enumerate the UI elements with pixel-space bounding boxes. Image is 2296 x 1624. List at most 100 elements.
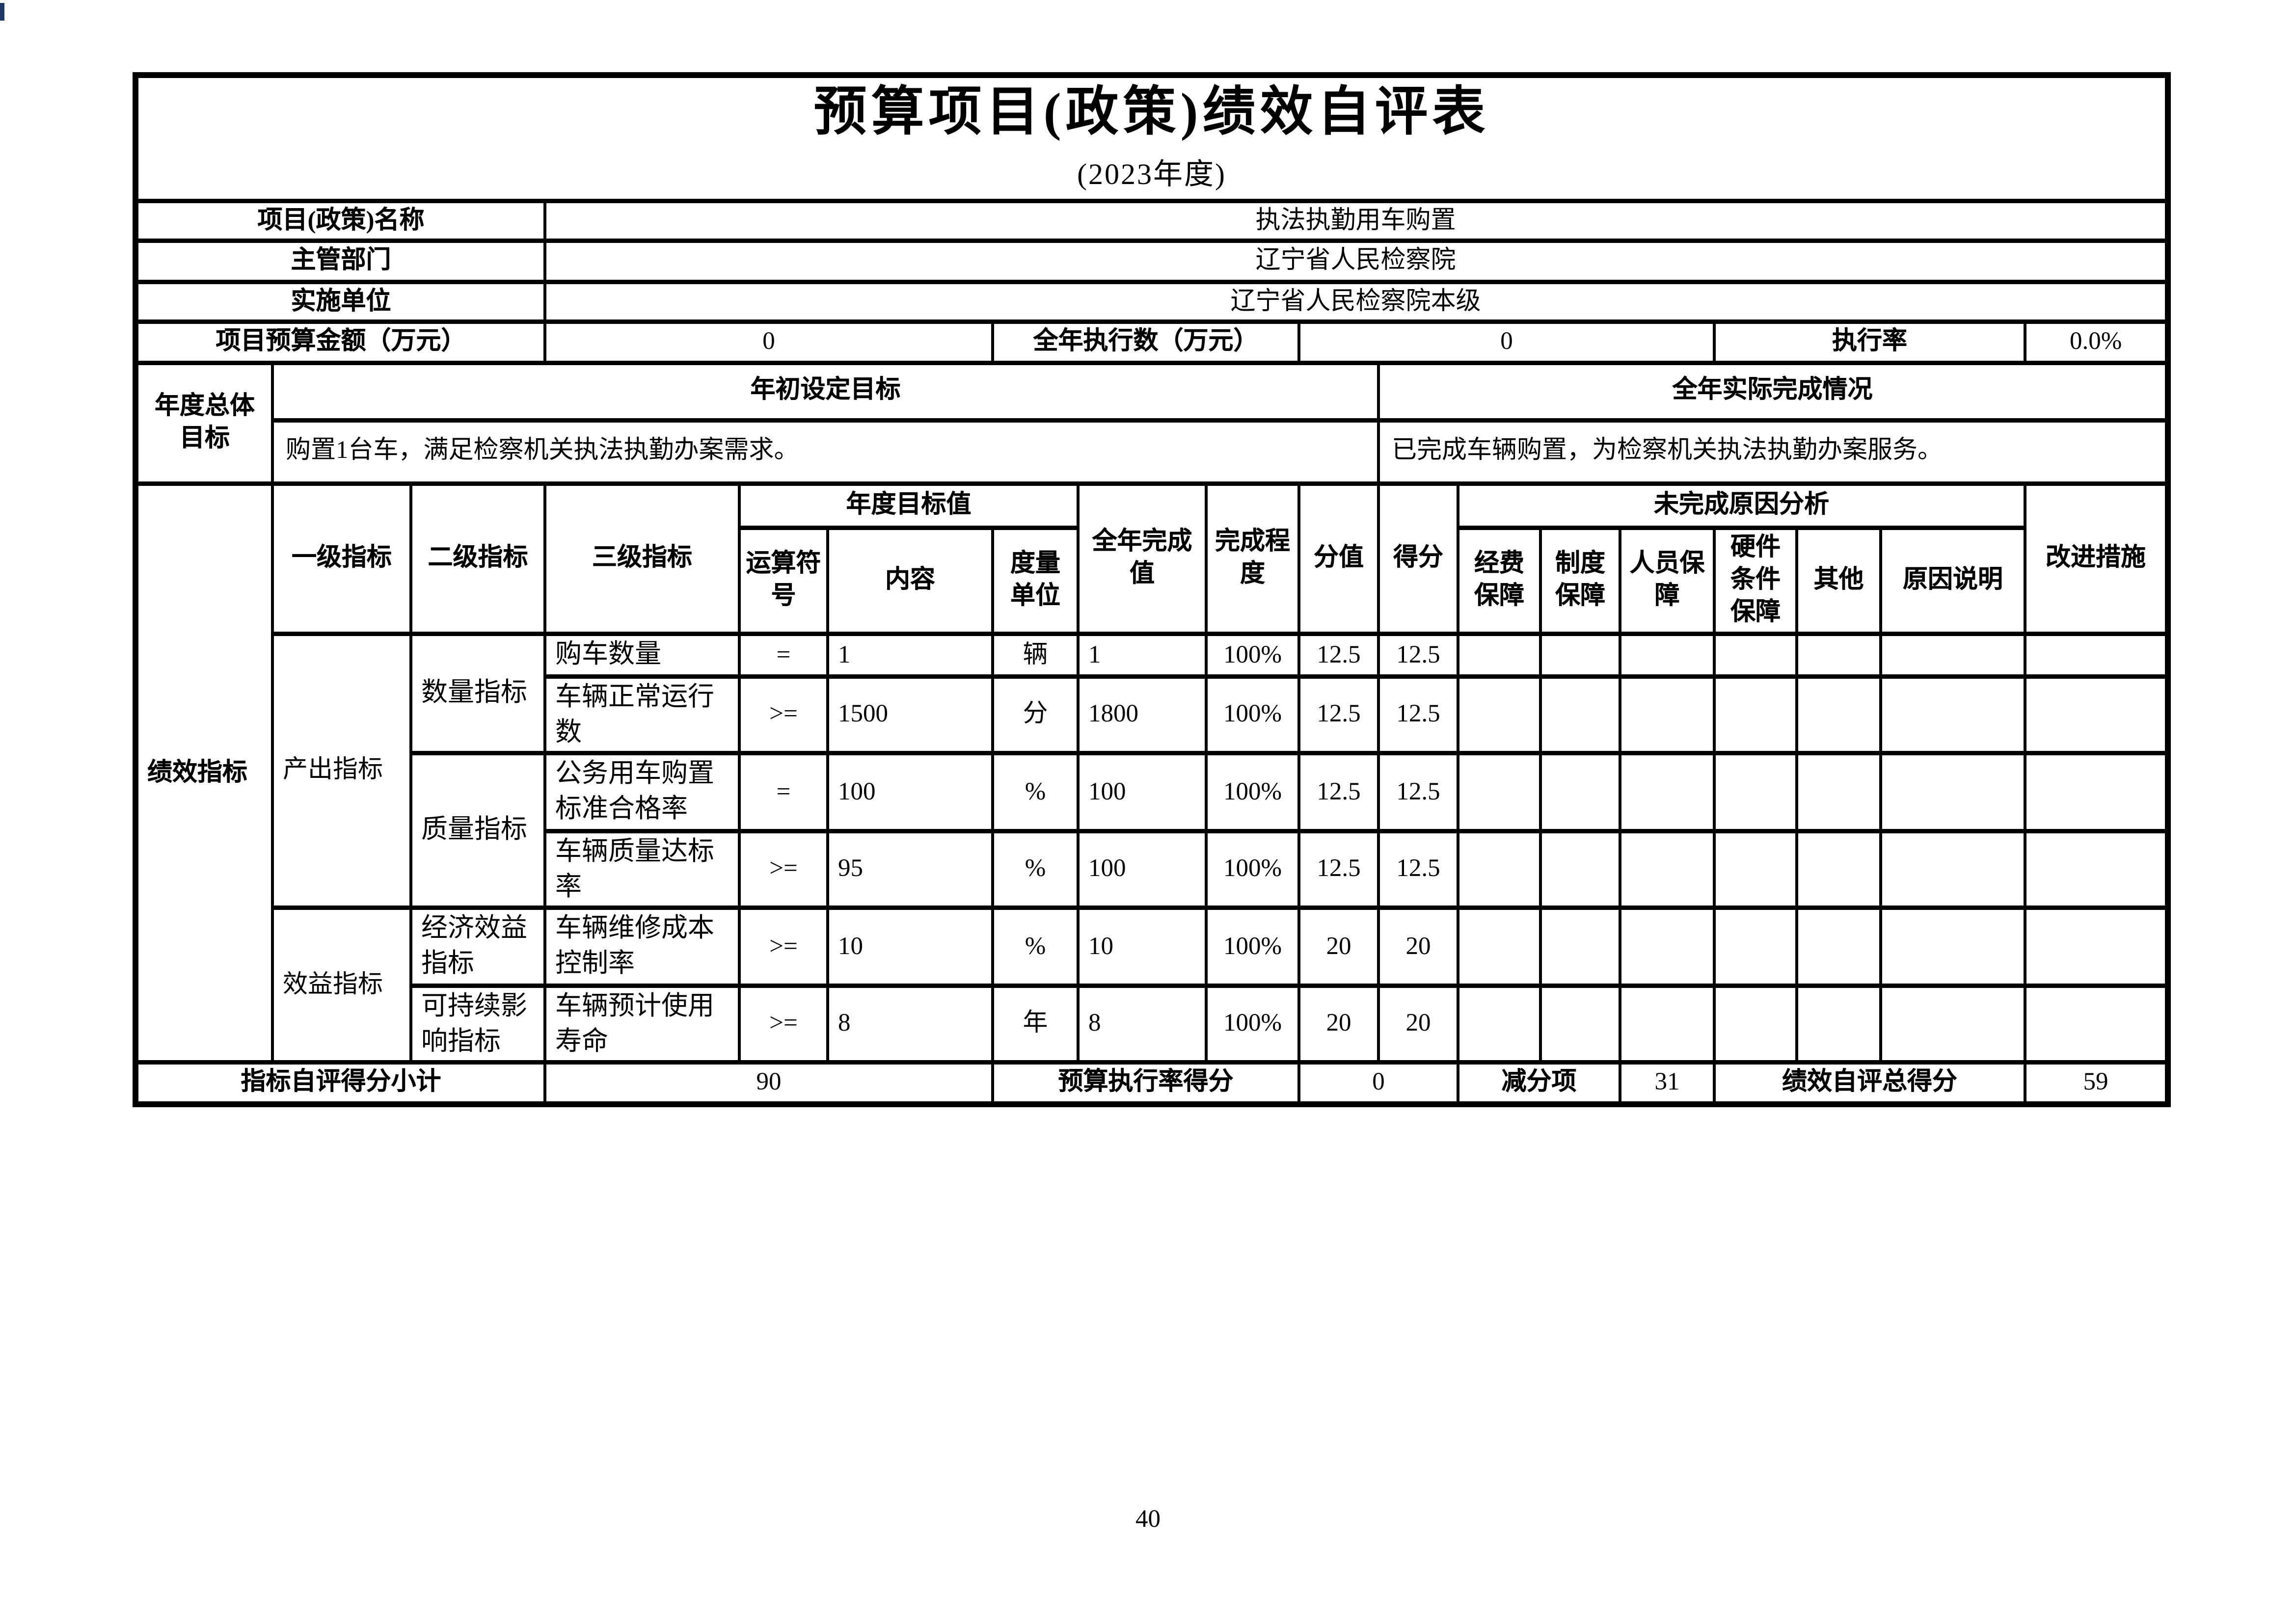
indicator-op: = — [738, 751, 829, 833]
indicator-unit: 年 — [991, 983, 1080, 1065]
analysis-reason-cell — [1879, 983, 2026, 1065]
analysis-staff-cell — [1619, 631, 1716, 679]
indicator-score: 12.5 — [1377, 751, 1459, 833]
header-system: 制度保障 — [1539, 525, 1621, 636]
analysis-staff-cell — [1619, 906, 1716, 988]
analysis-fund-cell — [1457, 674, 1542, 756]
indicator-actual: 10 — [1077, 906, 1208, 988]
corner-mark — [0, 3, 4, 21]
goal-actual-header: 全年实际完成情况 — [1377, 360, 2170, 422]
budget-value: 0 — [543, 319, 994, 365]
indicator-actual: 100 — [1077, 751, 1208, 833]
page-title: 预算项目(政策)绩效自评表 — [813, 82, 1490, 141]
indicator-degree: 100% — [1205, 674, 1300, 756]
goal-plan-text: 购置1台车，满足检察机关执法执勤办案需求。 — [271, 417, 1380, 485]
indicator-unit: % — [991, 828, 1080, 910]
analysis-system-cell — [1539, 631, 1621, 679]
title-cell: 预算项目(政策)绩效自评表 (2023年度) — [134, 73, 2170, 203]
analysis-fund-cell — [1457, 828, 1542, 910]
indicator-score: 12.5 — [1377, 828, 1459, 910]
indicator-points: 12.5 — [1297, 674, 1380, 756]
indicator-op: = — [738, 631, 829, 679]
unit-value: 辽宁省人民检察院本级 — [543, 279, 2170, 324]
analysis-fund-cell — [1457, 631, 1542, 679]
improve-cell — [2023, 631, 2170, 679]
indicator-l2: 数量指标 — [409, 631, 546, 756]
analysis-fund-cell — [1457, 751, 1542, 833]
header-unit: 度量单位 — [991, 525, 1080, 636]
improve-cell — [2023, 751, 2170, 833]
indicator-l3: 公务用车购置标准合格率 — [543, 751, 741, 833]
deduction-value: 31 — [1619, 1061, 1716, 1106]
indicator-actual: 1 — [1077, 631, 1208, 679]
deduction-label: 减分项 — [1457, 1061, 1621, 1106]
header-content: 内容 — [826, 525, 994, 636]
header-target-group: 年度目标值 — [738, 480, 1080, 530]
header-level2: 二级指标 — [409, 480, 546, 636]
self-eval-table: 预算项目(政策)绩效自评表 (2023年度) 项目(政策)名称 执法执勤用车购置… — [133, 72, 2171, 1107]
indicator-score: 20 — [1377, 906, 1459, 988]
indicator-target: 95 — [826, 828, 994, 910]
indicator-l3: 车辆预计使用寿命 — [543, 983, 741, 1065]
header-fund: 经费保障 — [1457, 525, 1542, 636]
analysis-system-cell — [1539, 674, 1621, 756]
indicator-degree: 100% — [1205, 906, 1300, 988]
header-hardware: 硬件条件保障 — [1713, 525, 1798, 636]
goal-plan-header: 年初设定目标 — [271, 360, 1380, 422]
indicator-points: 20 — [1297, 906, 1380, 988]
indicator-l3: 车辆正常运行数 — [543, 674, 741, 756]
indicator-target: 10 — [826, 906, 994, 988]
goal-actual-text: 已完成车辆购置，为检察机关执法执勤办案服务。 — [1377, 417, 2170, 485]
project-name-label: 项目(政策)名称 — [134, 198, 546, 243]
indicator-unit: 辆 — [991, 631, 1080, 679]
rate-label: 执行率 — [1713, 319, 2026, 365]
analysis-system-cell — [1539, 983, 1621, 1065]
analysis-other-cell — [1795, 631, 1882, 679]
unit-label: 实施单位 — [134, 279, 546, 324]
department-label: 主管部门 — [134, 239, 546, 284]
analysis-staff-cell — [1619, 983, 1716, 1065]
budget-label: 项目预算金额（万元） — [134, 319, 546, 365]
header-degree: 完成程度 — [1205, 480, 1300, 636]
indicator-l3: 车辆质量达标率 — [543, 828, 741, 910]
header-actual: 全年完成值 — [1077, 480, 1208, 636]
analysis-fund-cell — [1457, 906, 1542, 988]
department-value: 辽宁省人民检察院 — [543, 239, 2170, 284]
analysis-staff-cell — [1619, 674, 1716, 756]
indicator-unit: % — [991, 906, 1080, 988]
analysis-hardware-cell — [1713, 906, 1798, 988]
header-level1: 一级指标 — [271, 480, 412, 636]
indicator-points: 20 — [1297, 983, 1380, 1065]
indicators-section-label: 绩效指标 — [134, 480, 274, 1065]
indicator-l3: 购车数量 — [543, 631, 741, 679]
indicator-points: 12.5 — [1297, 631, 1380, 679]
header-points: 分值 — [1297, 480, 1380, 636]
exec-rate-score-value: 0 — [1297, 1061, 1459, 1106]
indicator-points: 12.5 — [1297, 828, 1380, 910]
indicator-op: >= — [738, 828, 829, 910]
analysis-fund-cell — [1457, 983, 1542, 1065]
page-number: 40 — [1135, 1505, 1161, 1533]
analysis-hardware-cell — [1713, 674, 1798, 756]
indicator-degree: 100% — [1205, 631, 1300, 679]
analysis-other-cell — [1795, 983, 1882, 1065]
indicator-unit: 分 — [991, 674, 1080, 756]
analysis-other-cell — [1795, 906, 1882, 988]
indicator-actual: 1800 — [1077, 674, 1208, 756]
indicator-op: >= — [738, 906, 829, 988]
analysis-other-cell — [1795, 674, 1882, 756]
header-other: 其他 — [1795, 525, 1882, 636]
analysis-reason-cell — [1879, 674, 2026, 756]
indicator-actual: 100 — [1077, 828, 1208, 910]
indicator-op: >= — [738, 983, 829, 1065]
analysis-staff-cell — [1619, 751, 1716, 833]
rate-value: 0.0% — [2023, 319, 2170, 365]
header-unfinished-group: 未完成原因分析 — [1457, 480, 2026, 530]
indicator-target: 100 — [826, 751, 994, 833]
indicator-unit: % — [991, 751, 1080, 833]
indicator-l1: 效益指标 — [271, 906, 412, 1065]
indicator-l1: 产出指标 — [271, 631, 412, 911]
project-name-value: 执法执勤用车购置 — [543, 198, 2170, 243]
indicator-points: 12.5 — [1297, 751, 1380, 833]
analysis-staff-cell — [1619, 828, 1716, 910]
